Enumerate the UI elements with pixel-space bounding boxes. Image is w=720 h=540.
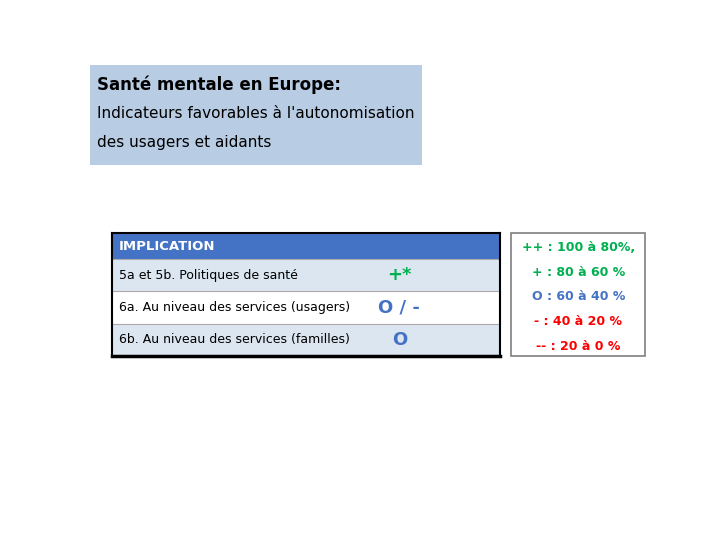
Text: 5a et 5b. Politiques de santé: 5a et 5b. Politiques de santé	[119, 268, 298, 281]
Text: O: O	[392, 330, 407, 349]
Text: IMPLICATION: IMPLICATION	[119, 240, 215, 253]
Text: Indicateurs favorables à l'autonomisation: Indicateurs favorables à l'autonomisatio…	[96, 106, 414, 122]
Text: + : 80 à 60 %: + : 80 à 60 %	[531, 266, 625, 279]
Text: -- : 20 à 0 %: -- : 20 à 0 %	[536, 340, 621, 353]
Text: ++ : 100 à 80%,: ++ : 100 à 80%,	[522, 241, 635, 254]
FancyBboxPatch shape	[90, 65, 422, 165]
Text: Santé mentale en Europe:: Santé mentale en Europe:	[96, 75, 341, 94]
Text: des usagers et aidants: des usagers et aidants	[96, 136, 271, 151]
Text: +*: +*	[387, 266, 412, 284]
FancyBboxPatch shape	[112, 323, 500, 356]
Text: O : 60 à 40 %: O : 60 à 40 %	[531, 291, 625, 303]
Text: 6a. Au niveau des services (usagers): 6a. Au niveau des services (usagers)	[119, 301, 350, 314]
FancyBboxPatch shape	[112, 291, 500, 323]
Text: O / -: O / -	[379, 299, 420, 316]
FancyBboxPatch shape	[112, 259, 500, 291]
FancyBboxPatch shape	[112, 233, 500, 259]
Text: - : 40 à 20 %: - : 40 à 20 %	[534, 315, 622, 328]
FancyBboxPatch shape	[511, 233, 645, 356]
Text: 6b. Au niveau des services (familles): 6b. Au niveau des services (familles)	[119, 333, 350, 346]
